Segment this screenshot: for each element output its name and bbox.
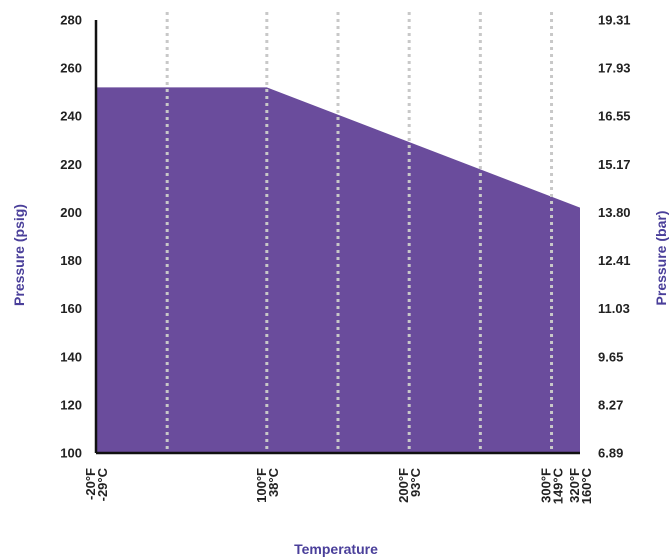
x-tick--20: -20°F-29°C	[83, 467, 110, 501]
y-tick-left-160: 160	[60, 301, 82, 316]
x-tick-label-f: -20°F	[83, 468, 98, 500]
x-tick-label-c: 93°C	[408, 467, 423, 497]
y-tick-left-240: 240	[60, 109, 82, 124]
x-tick-label-f: 100°F	[254, 468, 269, 503]
x-tick-label-c: -29°C	[95, 467, 110, 501]
y-tick-left-280: 280	[60, 13, 82, 28]
y-tick-labels-right: 19.31 17.93 16.55 15.17 13.80 12.41 11.03 9.65 8…	[598, 13, 631, 461]
y-tick-left-260: 260	[60, 61, 82, 76]
y-axis-title-left: Pressure (psig)	[11, 204, 27, 306]
y-tick-right-11.03: 11.03	[598, 301, 630, 316]
x-tick-200: 200°F93°C	[396, 467, 423, 502]
area-layer	[96, 87, 580, 453]
x-tick-label-c: 149°C	[551, 467, 566, 504]
y-tick-right-6.89: 6.89	[598, 446, 623, 461]
y-axis-title-right: Pressure (bar)	[653, 211, 669, 306]
y-tick-right-9.65: 9.65	[598, 349, 623, 364]
x-tick-100: 100°F38°C	[254, 467, 281, 502]
y-tick-right-16.55: 16.55	[598, 109, 631, 124]
x-tick-label-f: 320°F	[567, 468, 582, 503]
x-tick-label-f: 200°F	[396, 468, 411, 503]
y-tick-right-17.93: 17.93	[598, 61, 631, 76]
y-tick-right-12.41: 12.41	[598, 253, 631, 268]
y-tick-right-13.80: 13.80	[598, 205, 631, 220]
y-tick-right-19.31: 19.31	[598, 13, 631, 28]
y-tick-labels-left: 280 260 240 220 200 180 160 140 120 100	[60, 13, 82, 461]
y-tick-left-220: 220	[60, 157, 82, 172]
y-tick-left-140: 140	[60, 349, 82, 364]
y-tick-left-100: 100	[60, 446, 82, 461]
axis-layer	[94, 20, 580, 455]
x-tick-label-f: 300°F	[539, 468, 554, 503]
x-axis-title: Temperature	[294, 541, 378, 557]
pressure-area	[96, 87, 580, 453]
y-tick-right-15.17: 15.17	[598, 157, 631, 172]
y-tick-left-200: 200	[60, 205, 82, 220]
y-tick-left-120: 120	[60, 397, 82, 412]
x-tick-label-c: 160°C	[579, 467, 594, 504]
y-tick-left-180: 180	[60, 253, 82, 268]
x-tick-label-c: 38°C	[266, 467, 281, 497]
y-tick-right-8.27: 8.27	[598, 397, 623, 412]
